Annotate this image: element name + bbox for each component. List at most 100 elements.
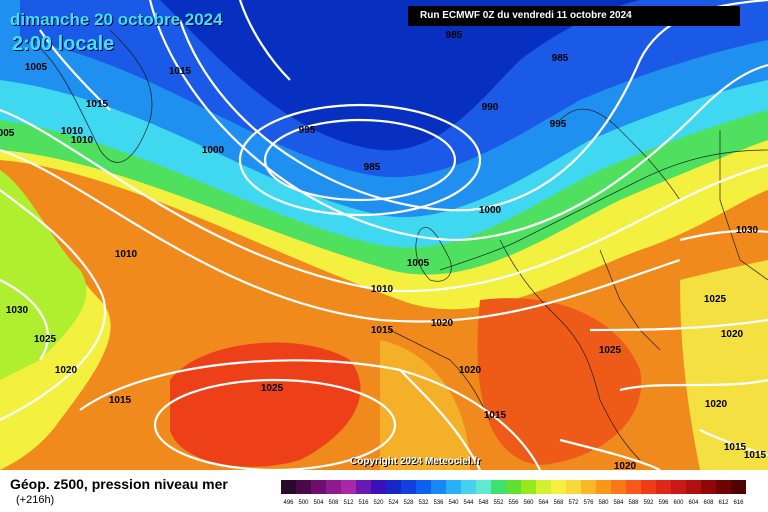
scale-label: 604 [688, 500, 699, 506]
scale-label: 596 [658, 500, 669, 506]
isobar-label: 1020 [431, 318, 454, 329]
band-deepblue [160, 0, 640, 151]
isobar-low-center [263, 118, 457, 202]
scale-label: 532 [418, 500, 429, 506]
isobar-label: 1025 [599, 345, 622, 356]
scale-swatch [566, 480, 581, 494]
isobar-low-985 [238, 103, 482, 217]
scale-swatch [731, 480, 746, 494]
isobar-label: 1010 [71, 135, 94, 146]
isobar-label: 1020 [55, 365, 78, 376]
product-title: Géop. z500, pression niveau mer [10, 476, 228, 492]
scale-label: 616 [733, 500, 744, 506]
isobar-label: 1000 [479, 205, 502, 216]
isobar-label: 1025 [34, 334, 57, 345]
scale-swatch [686, 480, 701, 494]
isobar-label: 1015 [86, 99, 109, 110]
scale-swatch [581, 480, 596, 494]
scale-label: 592 [643, 500, 654, 506]
isobar-label: 1030 [736, 225, 759, 236]
scale-label: 540 [448, 500, 459, 506]
isobar-label: 1015 [724, 442, 747, 453]
scale-swatch [701, 480, 716, 494]
forecast-date: dimanche 20 octobre 2024 [10, 10, 223, 29]
isobar-label: 1010 [115, 249, 138, 260]
band-red-low [170, 342, 361, 467]
scale-swatch [431, 480, 446, 494]
scale-swatch [656, 480, 671, 494]
isobar-label: 985 [364, 162, 381, 173]
color-scale-labels: 496 500 504 508 512 516 520 524 528 532 536 540 544 5… [281, 500, 746, 506]
band-left-green [0, 170, 87, 380]
scale-swatch [491, 480, 506, 494]
scale-label: 516 [358, 500, 369, 506]
isobar-label: 1015 [744, 450, 767, 461]
scale-label: 500 [298, 500, 309, 506]
isobar-label: 985 [552, 53, 569, 64]
scale-swatch [671, 480, 686, 494]
scale-swatch [536, 480, 551, 494]
scale-swatch [596, 480, 611, 494]
scale-label: 508 [328, 500, 339, 506]
scale-label: 568 [553, 500, 564, 506]
scale-label: 576 [583, 500, 594, 506]
scale-swatch [641, 480, 656, 494]
scale-label: 612 [718, 500, 729, 506]
scale-swatch [476, 480, 491, 494]
isobar-label: 985 [446, 30, 463, 41]
scale-swatch [401, 480, 416, 494]
isobar-label: 1005 [25, 62, 48, 73]
scale-label: 548 [478, 500, 489, 506]
isobar-high-1025 [153, 378, 397, 470]
run-info: Run ECMWF 0Z du vendredi 11 octobre 2024 [408, 6, 740, 26]
scale-swatch [296, 480, 311, 494]
color-scale [281, 480, 746, 494]
isobar-label: 1025 [261, 383, 284, 394]
scale-label: 496 [283, 500, 294, 506]
scale-swatch [311, 480, 326, 494]
scale-swatch [551, 480, 566, 494]
isobar-label: 1015 [484, 410, 507, 421]
scale-swatch [341, 480, 356, 494]
scale-swatch [716, 480, 731, 494]
band-red-med [477, 298, 642, 465]
scale-swatch [281, 480, 296, 494]
isobar-label: 990 [482, 102, 499, 113]
isobar-label: 005 [0, 128, 15, 139]
scale-swatch [356, 480, 371, 494]
isobar-label: 1020 [459, 365, 482, 376]
isobar-label: 1015 [109, 395, 132, 406]
scale-label: 552 [493, 500, 504, 506]
scale-swatch [386, 480, 401, 494]
isobar-label: 995 [550, 119, 567, 130]
isobar-labels: 1005 101510151010101000510009959859859859… [0, 30, 767, 470]
isobar-label: 1015 [169, 66, 192, 77]
scale-label: 512 [343, 500, 354, 506]
isobar-label: 1010 [61, 126, 84, 137]
scale-label: 560 [523, 500, 534, 506]
isobar-label: 1020 [705, 399, 728, 410]
scale-label: 588 [628, 500, 639, 506]
isobar-label: 1015 [371, 325, 394, 336]
scale-swatch [611, 480, 626, 494]
scale-label: 544 [463, 500, 474, 506]
scale-label: 524 [388, 500, 399, 506]
isobar-label: 1020 [721, 329, 744, 340]
scale-swatch [416, 480, 431, 494]
scale-label: 520 [373, 500, 384, 506]
forecast-time: 2:00 locale [12, 33, 115, 55]
isobar-label: 1020 [614, 461, 637, 470]
lead-time: (+216h) [16, 494, 55, 506]
scale-swatch [506, 480, 521, 494]
weather-map: 1005 101510151010101000510009959859859859… [0, 0, 768, 470]
scale-label: 572 [568, 500, 579, 506]
scale-label: 504 [313, 500, 324, 506]
scale-label: 536 [433, 500, 444, 506]
scale-label: 564 [538, 500, 549, 506]
isobar-label: 1000 [202, 145, 225, 156]
scale-label: 600 [673, 500, 684, 506]
coastlines [29, 29, 768, 461]
scale-label: 556 [508, 500, 519, 506]
isobar-label: 995 [299, 125, 316, 136]
scale-swatch [521, 480, 536, 494]
